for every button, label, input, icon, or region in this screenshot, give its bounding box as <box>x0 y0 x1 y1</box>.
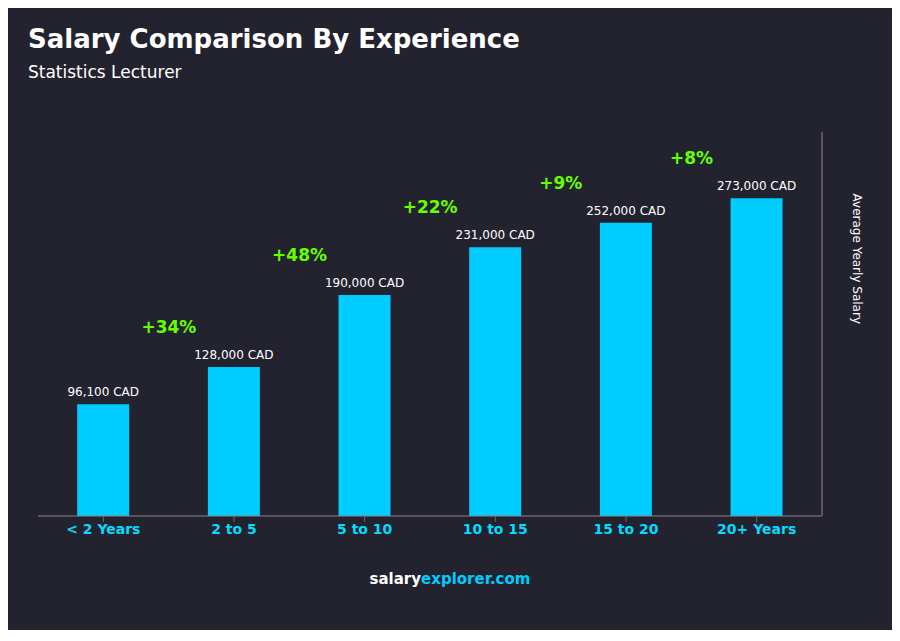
svg-text:+48%: +48% <box>272 245 327 265</box>
svg-text:+9%: +9% <box>539 173 582 193</box>
svg-text:252,000 CAD: 252,000 CAD <box>586 204 665 218</box>
svg-text:Average Yearly Salary: Average Yearly Salary <box>850 194 864 324</box>
svg-text:231,000 CAD: 231,000 CAD <box>456 228 535 242</box>
svg-text:2 to 5: 2 to 5 <box>211 521 257 537</box>
html-text:Salary Comparison By Experienc: Salary Comparison By Experience <box>28 24 520 54</box>
svg-text:20+ Years: 20+ Years <box>717 521 796 537</box>
svg-text:273,000 CAD: 273,000 CAD <box>717 179 796 193</box>
svg-text:10 to 15: 10 to 15 <box>463 521 528 537</box>
svg-text:190,000 CAD: 190,000 CAD <box>325 276 404 290</box>
svg-text:+22%: +22% <box>403 197 458 217</box>
html-text:salary explorer.com: salary explorer.com <box>369 570 531 588</box>
svg-text:+34%: +34% <box>141 317 196 337</box>
svg-text:15 to 20: 15 to 20 <box>593 521 658 537</box>
svg-text:< 2 Years: < 2 Years <box>66 521 140 537</box>
svg-text:96,100 CAD: 96,100 CAD <box>67 385 139 399</box>
html-text:Statistics Lecturer: Statistics Lecturer <box>28 62 182 82</box>
svg-text:5 to 10: 5 to 10 <box>337 521 393 537</box>
svg-text:+8%: +8% <box>670 148 713 168</box>
svg-text:128,000 CAD: 128,000 CAD <box>194 348 273 362</box>
